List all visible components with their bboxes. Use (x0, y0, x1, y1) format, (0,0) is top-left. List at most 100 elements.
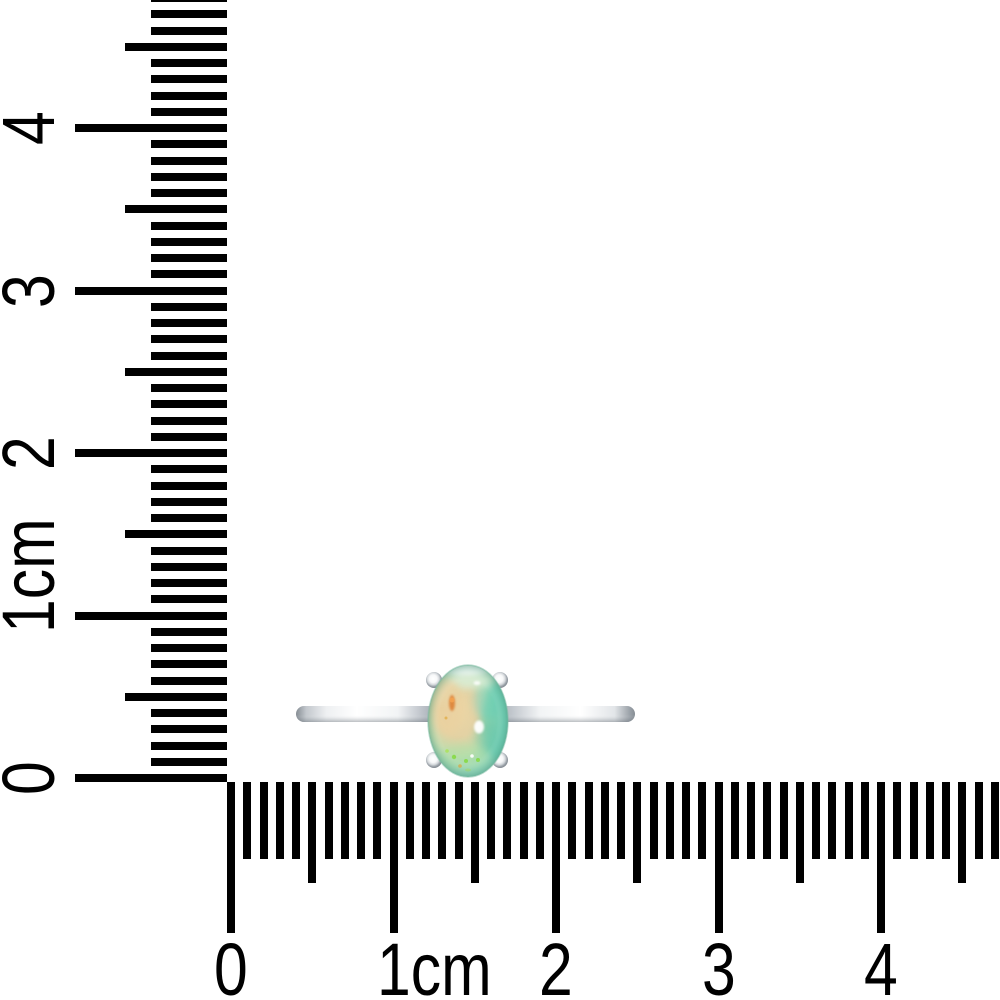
horizontal-ruler-tick (503, 782, 512, 859)
horizontal-ruler-tick (617, 782, 625, 859)
vertical-ruler-tick (151, 562, 227, 571)
horizontal-ruler-tick (633, 782, 642, 883)
opal-stone (427, 664, 509, 778)
horizontal-ruler-tick (389, 782, 398, 933)
vertical-ruler-tick (151, 595, 227, 604)
horizontal-ruler-tick (779, 782, 788, 859)
vertical-ruler-tick (151, 351, 227, 360)
horizontal-ruler-tick (974, 782, 983, 859)
horizontal-ruler-tick (405, 782, 414, 859)
vertical-ruler-tick (125, 530, 227, 539)
horizontal-ruler-tick (990, 782, 999, 859)
horizontal-ruler-tick (893, 782, 902, 859)
vertical-ruler-tick (151, 660, 227, 669)
horizontal-ruler-tick (275, 782, 284, 859)
horizontal-ruler-tick (324, 782, 333, 859)
horizontal-ruler-tick (227, 782, 235, 933)
horizontal-ruler-tick (747, 782, 755, 859)
horizontal-ruler-tick (584, 782, 593, 859)
horizontal-ruler-tick (259, 782, 268, 859)
horizontal-ruler-tick (649, 782, 658, 859)
horizontal-ruler-tick (698, 782, 707, 859)
vertical-ruler-tick (151, 156, 227, 165)
horizontal-ruler-tick (535, 782, 544, 859)
horizontal-ruler-tick (730, 782, 739, 859)
vertical-ruler-tick (151, 59, 227, 67)
horizontal-ruler-tick (292, 782, 300, 859)
vertical-ruler-tick (151, 384, 227, 392)
vertical-ruler-tick (125, 205, 227, 214)
vertical-ruler-tick (75, 449, 227, 457)
vertical-ruler-tick (125, 692, 227, 701)
horizontal-ruler-tick (860, 782, 869, 859)
vertical-ruler-tick (151, 432, 227, 441)
vertical-ruler-tick (151, 26, 227, 35)
vertical-ruler-tick (151, 270, 227, 279)
horizontal-ruler-tick (357, 782, 365, 859)
horizontal-ruler-tick (795, 782, 804, 883)
horizontal-ruler-tick (308, 782, 317, 883)
horizontal-ruler-tick (373, 782, 382, 859)
horizontal-ruler-tick (828, 782, 837, 859)
horizontal-ruler-tick (909, 782, 918, 859)
vertical-ruler-tick (151, 644, 227, 652)
vertical-ruler-tick (75, 286, 227, 295)
vertical-ruler-tick (151, 107, 227, 116)
horizontal-ruler-tick (600, 782, 609, 859)
vertical-ruler-tick (151, 416, 227, 425)
horizontal-ruler-tick (665, 782, 674, 859)
horizontal-ruler-label-4: 4 (864, 928, 898, 1000)
vertical-ruler-tick (151, 0, 227, 2)
horizontal-ruler-tick (877, 782, 885, 933)
vertical-ruler-tick (151, 514, 227, 522)
vertical-ruler-tick (151, 579, 227, 587)
horizontal-ruler-label-3: 3 (701, 928, 736, 1000)
vertical-ruler-tick (151, 465, 227, 474)
vertical-ruler-tick (151, 709, 227, 717)
horizontal-ruler-tick (470, 782, 479, 883)
horizontal-ruler-tick (812, 782, 820, 859)
vertical-ruler-tick (151, 140, 227, 149)
vertical-ruler-tick (151, 319, 227, 327)
horizontal-ruler-tick (568, 782, 577, 859)
horizontal-ruler-tick (942, 782, 950, 859)
vertical-ruler-tick (151, 10, 227, 19)
vertical-ruler-tick (151, 189, 227, 197)
horizontal-ruler-tick (844, 782, 853, 859)
vertical-ruler-tick (151, 741, 227, 750)
vertical-ruler-tick (151, 237, 227, 246)
vertical-ruler-tick (75, 124, 227, 132)
vertical-ruler-tick (151, 481, 227, 490)
horizontal-ruler-tick (487, 782, 495, 859)
vertical-ruler-tick (151, 75, 227, 84)
horizontal-ruler-tick (422, 782, 430, 859)
horizontal-ruler-tick (714, 782, 723, 933)
vertical-ruler-tick (151, 91, 227, 100)
vertical-ruler-tick (75, 774, 227, 782)
vertical-ruler-tick (151, 302, 227, 311)
vertical-ruler-tick (151, 335, 227, 344)
vertical-ruler-tick (151, 757, 227, 766)
vertical-ruler-tick (125, 367, 227, 376)
vertical-ruler-tick (151, 400, 227, 409)
vertical-ruler-tick (151, 221, 227, 230)
horizontal-ruler-tick (438, 782, 447, 859)
horizontal-ruler-tick (763, 782, 772, 859)
horizontal-ruler-tick (519, 782, 528, 859)
horizontal-ruler-tick (958, 782, 967, 883)
vertical-ruler-tick (151, 546, 227, 555)
vertical-ruler-tick (125, 42, 227, 51)
horizontal-ruler-tick (682, 782, 690, 859)
vertical-ruler-tick (151, 676, 227, 685)
horizontal-ruler-label-1cm: 1cm (376, 928, 492, 1000)
vertical-ruler-tick (151, 627, 227, 636)
vertical-ruler-tick (151, 172, 227, 181)
vertical-ruler-tick (151, 725, 227, 734)
horizontal-ruler-label-2: 2 (539, 928, 573, 1000)
horizontal-ruler-tick (340, 782, 349, 859)
horizontal-ruler-tick (243, 782, 252, 859)
vertical-ruler-tick (151, 497, 227, 506)
horizontal-ruler-tick (454, 782, 463, 859)
